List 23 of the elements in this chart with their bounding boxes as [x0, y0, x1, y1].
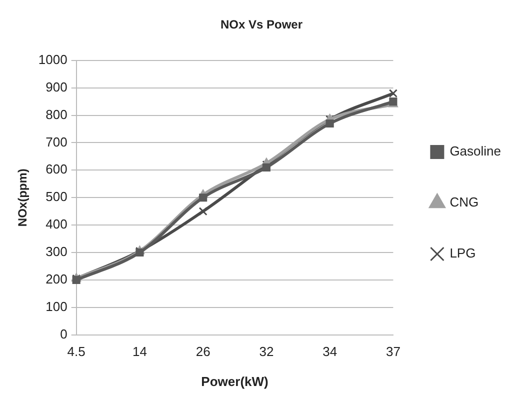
y-tick-label: 1000	[38, 52, 68, 67]
y-tick-label: 500	[46, 189, 68, 204]
y-tick-label: 600	[46, 162, 68, 177]
y-axis-title: NOx(ppm)	[16, 168, 30, 227]
legend-label: Gasoline	[450, 144, 502, 159]
x-tick-label: 37	[386, 344, 400, 360]
y-tick-label: 700	[46, 134, 68, 150]
y-tick-label: 800	[46, 106, 68, 122]
x-tick-label: 4.5	[67, 344, 86, 360]
x-tick-label: 14	[132, 344, 147, 360]
chart-title: NOx Vs Power	[220, 18, 303, 32]
legend-label: LPG	[450, 246, 476, 261]
y-tick-label: 900	[46, 79, 68, 94]
y-tick-label: 200	[46, 272, 68, 286]
x-tick-label: 32	[259, 344, 274, 360]
legend-label: CNG	[450, 194, 479, 210]
y-tick-label: 100	[46, 298, 68, 314]
y-tick-label: 300	[46, 244, 68, 260]
y-tick-label: 0	[60, 326, 68, 342]
x-tick-label: 26	[196, 344, 210, 360]
x-tick-label: 34	[322, 344, 338, 360]
x-axis-title: Power(kW)	[201, 374, 268, 389]
y-tick-label: 400	[46, 216, 68, 232]
